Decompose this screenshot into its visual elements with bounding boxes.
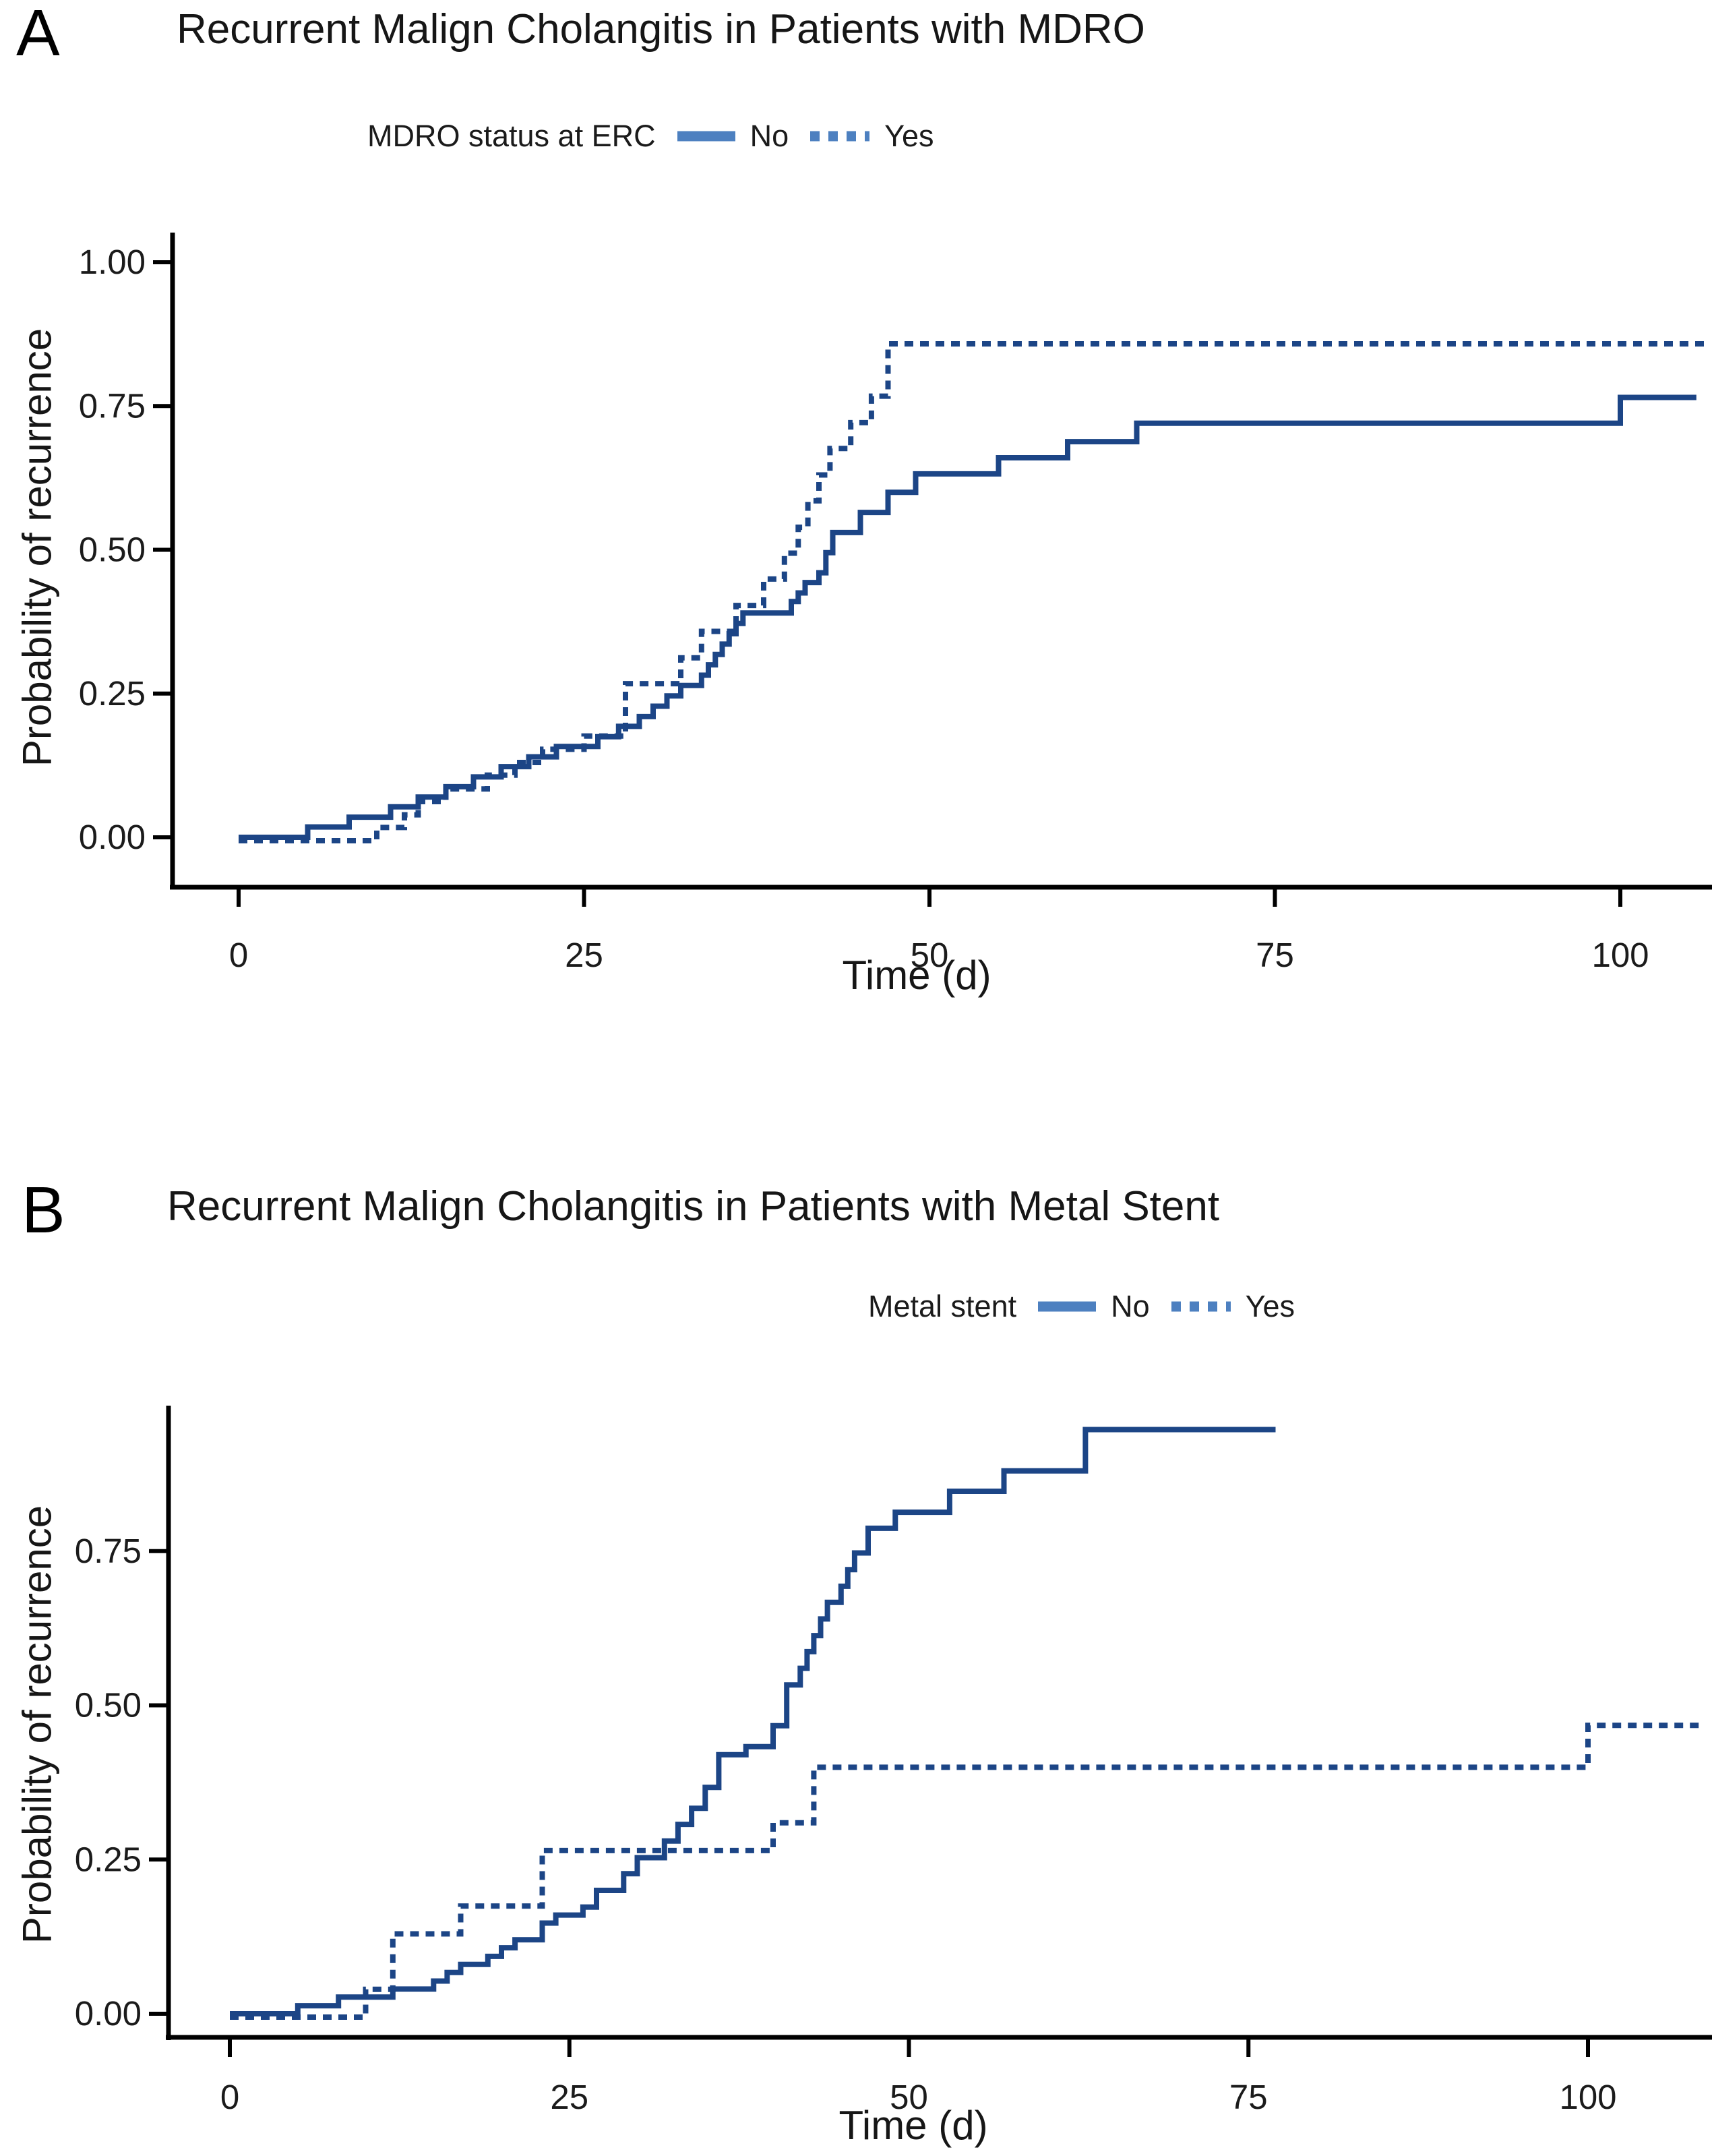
panel-a-letter: A bbox=[16, 0, 60, 69]
x-tick-label: 25 bbox=[550, 2078, 588, 2116]
panel-a-x-axis-label: Time (d) bbox=[842, 953, 991, 998]
y-tick-label: 0.25 bbox=[75, 1840, 142, 1878]
panel-b-legend-title: Metal stent bbox=[868, 1289, 1017, 1323]
curve-yes-dashed bbox=[230, 1723, 1704, 2020]
solid-line-key-icon bbox=[1038, 1301, 1097, 1312]
y-tick-label: 1.00 bbox=[79, 243, 146, 281]
y-tick-label: 0.50 bbox=[79, 531, 146, 569]
y-tick-label: 0.50 bbox=[75, 1686, 142, 1725]
x-tick-label: 50 bbox=[911, 936, 949, 974]
panel-a-y-axis-label: Probability of recurrence bbox=[14, 328, 60, 767]
curve-no-solid bbox=[239, 394, 1696, 840]
panel-b-letter: B bbox=[22, 1173, 65, 1247]
x-tick-label: 0 bbox=[229, 936, 248, 974]
y-tick-label: 0.75 bbox=[79, 386, 146, 425]
panel-b-legend-yes-label: Yes bbox=[1245, 1289, 1295, 1323]
panel-a-legend-item-yes: Yes bbox=[809, 119, 934, 154]
panel-b-legend-item-yes: Yes bbox=[1170, 1289, 1295, 1324]
y-tick-label: 0.00 bbox=[79, 818, 146, 856]
panel-b-legend: Metal stent No Yes bbox=[868, 1289, 1295, 1324]
panel-a-title: Recurrent Malign Cholangitis in Patients… bbox=[177, 6, 1145, 53]
x-tick-label: 75 bbox=[1256, 936, 1294, 974]
panel-a-legend-yes-label: Yes bbox=[884, 119, 934, 153]
y-tick-label: 0.00 bbox=[75, 1994, 142, 2033]
panel-b-y-axis-label: Probability of recurrence bbox=[14, 1505, 60, 1944]
x-tick-label: 100 bbox=[1591, 936, 1649, 974]
panel-a-legend-item-no: No bbox=[676, 119, 789, 154]
curve-no-solid bbox=[230, 1427, 1276, 2016]
panel-a-legend: MDRO status at ERC No Yes bbox=[367, 119, 934, 154]
dashed-line-key-icon bbox=[810, 131, 870, 142]
dashed-line-key-icon bbox=[1171, 1301, 1231, 1312]
x-tick-label: 50 bbox=[890, 2078, 928, 2116]
x-tick-label: 75 bbox=[1229, 2078, 1268, 2116]
panel-b-legend-item-no: No bbox=[1037, 1289, 1150, 1324]
y-tick-label: 0.25 bbox=[79, 674, 146, 713]
curve-yes-dashed bbox=[239, 341, 1711, 843]
solid-line-key-icon bbox=[677, 131, 735, 142]
panel-b-title: Recurrent Malign Cholangitis in Patients… bbox=[167, 1183, 1220, 1230]
x-tick-label: 100 bbox=[1559, 2078, 1616, 2116]
panel-a-legend-title: MDRO status at ERC bbox=[367, 119, 656, 153]
y-tick-label: 0.75 bbox=[75, 1532, 142, 1570]
panel-b-x-axis-label: Time (d) bbox=[838, 2103, 988, 2148]
x-tick-label: 25 bbox=[565, 936, 603, 974]
panel-a-legend-no-label: No bbox=[750, 119, 789, 153]
panel-b-legend-no-label: No bbox=[1111, 1289, 1150, 1323]
x-tick-label: 0 bbox=[220, 2078, 239, 2116]
